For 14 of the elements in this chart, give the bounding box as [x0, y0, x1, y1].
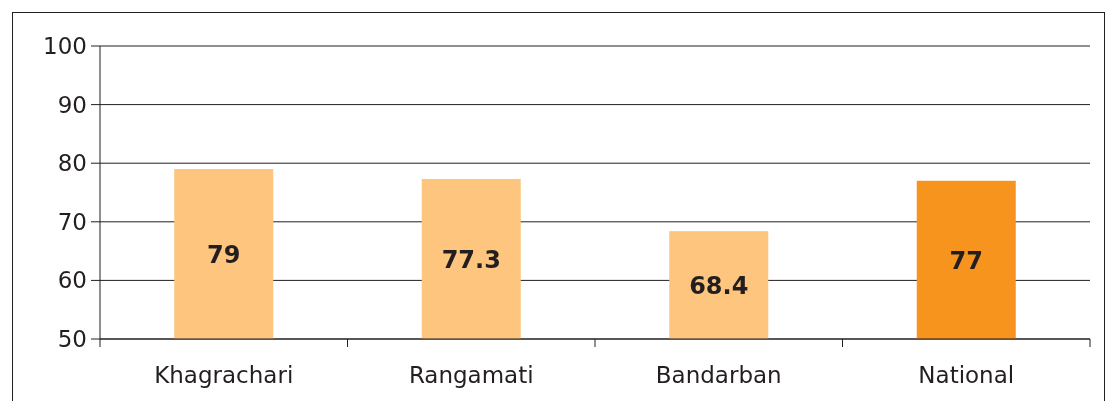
y-tick-label: 60 [57, 267, 87, 294]
data-label: 77.3 [441, 246, 501, 275]
x-tick-label: Rangamati [408, 362, 534, 388]
x-tick-label: Khagrachari [154, 362, 294, 388]
y-tick-label: 100 [43, 33, 87, 59]
y-tick-label: 70 [57, 208, 87, 235]
data-label: 68.4 [689, 272, 749, 301]
y-tick-label: 80 [57, 150, 87, 177]
y-tick-label: 90 [57, 91, 87, 118]
x-tick-label: National [918, 362, 1015, 388]
y-tick-label: 50 [57, 326, 87, 352]
x-tick-label: Bandarban [655, 362, 782, 388]
data-label: 79 [207, 241, 241, 270]
data-label: 77 [949, 246, 983, 275]
